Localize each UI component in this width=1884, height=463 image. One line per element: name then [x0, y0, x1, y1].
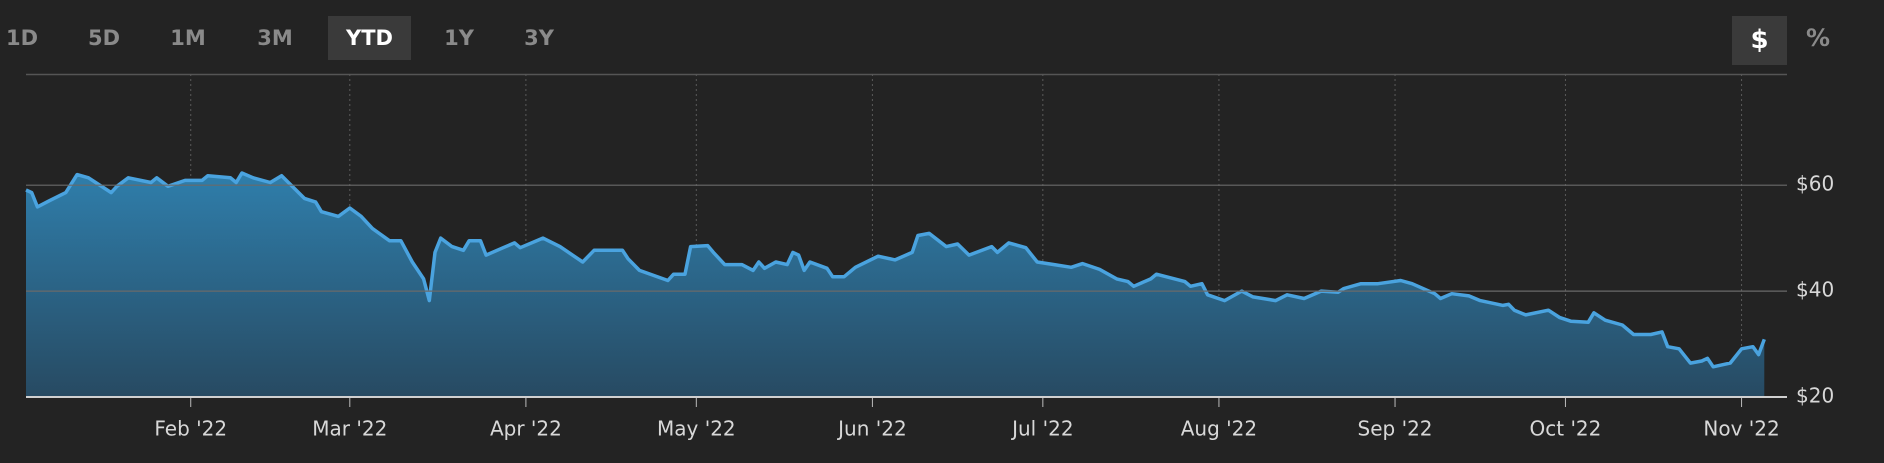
x-tick-label: Feb '22: [154, 417, 227, 441]
range-button[interactable]: 1Y: [444, 26, 474, 50]
y-tick-label: $20: [1796, 384, 1834, 408]
x-tick-label: Apr '22: [490, 417, 562, 441]
range-button[interactable]: YTD: [328, 16, 411, 60]
range-button[interactable]: 3M: [257, 26, 293, 50]
y-tick-label: $40: [1796, 278, 1834, 302]
x-tick-label: Jun '22: [836, 417, 907, 441]
price-line: [25, 171, 1766, 369]
unit-button[interactable]: $: [1732, 16, 1787, 65]
unit-button[interactable]: %: [1805, 24, 1831, 52]
y-tick-label: $60: [1796, 172, 1834, 196]
x-tick-label: Nov '22: [1703, 417, 1779, 441]
range-button[interactable]: 1D: [5, 26, 39, 50]
range-button[interactable]: 5D: [87, 26, 121, 50]
x-tick-label: May '22: [657, 417, 736, 441]
range-button[interactable]: 3Y: [524, 26, 554, 50]
area-fill: [26, 173, 1765, 397]
x-tick-label: Mar '22: [312, 417, 387, 441]
range-button[interactable]: 1M: [170, 26, 206, 50]
x-tick-label: Aug '22: [1181, 417, 1257, 441]
x-tick-label: Oct '22: [1530, 417, 1602, 441]
x-tick-label: Sep '22: [1358, 417, 1433, 441]
x-tick-label: Jul '22: [1010, 417, 1073, 441]
